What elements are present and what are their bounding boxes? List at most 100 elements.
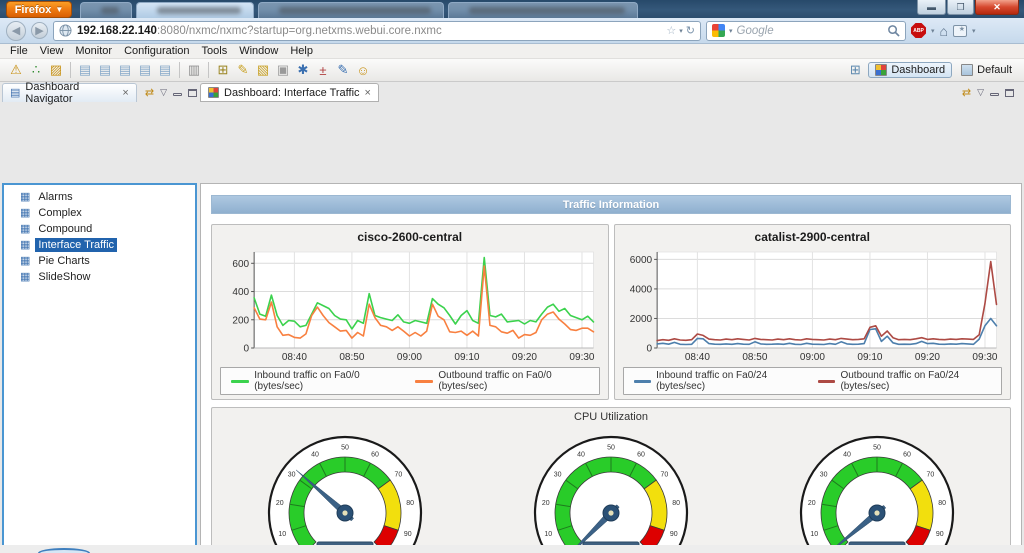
cpu-gauge[interactable]: 01020304050607080901002 xyxy=(777,427,977,553)
server-manager-icon[interactable]: ▥ xyxy=(187,62,201,77)
dashboard-icon: ▦ xyxy=(20,270,31,283)
svg-text:20: 20 xyxy=(808,500,816,507)
history-graph-icon-1[interactable]: ▤ xyxy=(78,62,92,77)
toolbar-separator xyxy=(70,62,71,78)
view-menu-icon[interactable]: ▽ xyxy=(977,87,984,97)
legend-label: Inbound traffic on Fa0/0 (bytes/sec) xyxy=(254,370,360,392)
cpu-gauge[interactable]: 01020304050607080901000 xyxy=(511,427,711,553)
menu-configuration[interactable]: Configuration xyxy=(124,45,190,57)
history-graph-icon-5[interactable]: ▤ xyxy=(158,62,172,77)
blurred-text xyxy=(469,7,625,14)
history-graph-icon-3[interactable]: ▤ xyxy=(118,62,132,77)
window-minimize-button[interactable]: ▬ xyxy=(917,0,946,15)
home-icon[interactable]: ⌂ xyxy=(939,22,948,39)
view-menu-icon[interactable]: ▽ xyxy=(160,87,167,97)
alarm-viewer-icon[interactable]: ⚠ xyxy=(10,62,22,77)
sidebar-item-pie-charts[interactable]: ▦ Pie Charts xyxy=(4,253,195,269)
browser-tab-blurred[interactable] xyxy=(80,2,132,18)
svg-text:70: 70 xyxy=(660,472,668,479)
sidebar-item-label: Complex xyxy=(38,207,82,219)
legend-item: Inbound traffic on Fa0/24 (bytes/sec) xyxy=(633,370,800,392)
legend-item: Inbound traffic on Fa0/0 (bytes/sec) xyxy=(231,370,397,392)
maximize-view-icon[interactable] xyxy=(1005,88,1014,97)
cpu-panel-title: CPU Utilization xyxy=(574,411,648,423)
forward-button[interactable]: ▶ xyxy=(31,22,48,39)
user-edit-icon[interactable]: ☺ xyxy=(356,62,370,78)
history-graph-icon-4[interactable]: ▤ xyxy=(138,62,152,77)
reload-icon[interactable]: ↻ xyxy=(685,25,695,37)
sidebar-item-alarms[interactable]: ▦ Alarms xyxy=(4,189,195,205)
back-button[interactable]: ◀ xyxy=(6,20,26,41)
search-icon[interactable] xyxy=(887,24,900,37)
network-map-icon[interactable]: ⊞ xyxy=(217,62,229,77)
menu-tools[interactable]: Tools xyxy=(201,45,228,57)
sidebar-item-complex[interactable]: ▦ Complex xyxy=(4,205,195,221)
refresh-icon[interactable]: ⇄ xyxy=(961,87,972,99)
svg-text:20: 20 xyxy=(276,500,284,507)
perspective-dashboard-button[interactable]: Dashboard xyxy=(868,62,953,78)
sidebar-item-slideshow[interactable]: ▦ SlideShow xyxy=(4,269,195,285)
editor-tab-interface-traffic[interactable]: Dashboard: Interface Traffic × xyxy=(200,83,379,102)
search-engine-icon[interactable] xyxy=(712,24,725,37)
minimize-view-icon[interactable] xyxy=(173,92,182,96)
bookmark-star-icon[interactable]: ☆ xyxy=(666,25,677,37)
editor-tab-title: Dashboard: Interface Traffic xyxy=(224,86,360,99)
bookmarks-dropdown-icon[interactable]: ▾ xyxy=(971,27,976,35)
console-edit-icon[interactable]: ✎ xyxy=(337,62,349,77)
browser-tab-blurred[interactable] xyxy=(258,2,444,18)
cpu-gauge[interactable]: 010203040506070809010032 xyxy=(245,427,445,553)
perspective-default-button[interactable]: Default xyxy=(955,63,1018,77)
section-header-label: Traffic Information xyxy=(562,198,660,211)
svg-text:10: 10 xyxy=(810,531,818,538)
status-trim xyxy=(0,545,1024,553)
menu-file[interactable]: File xyxy=(10,45,28,57)
adjust-icon[interactable]: ± xyxy=(319,62,327,78)
package-icon[interactable]: ▧ xyxy=(256,62,270,77)
discovery-icon[interactable]: ✱ xyxy=(297,62,309,77)
sidebar-tab[interactable]: ▤ Dashboard Navigator × xyxy=(2,81,137,105)
svg-text:4000: 4000 xyxy=(629,284,652,295)
edit-note-icon[interactable]: ✎ xyxy=(237,62,249,77)
open-dashboard-icon[interactable]: ▨ xyxy=(49,62,63,77)
app-menu-bar: File View Monitor Configuration Tools Wi… xyxy=(0,44,1024,59)
menu-monitor[interactable]: Monitor xyxy=(75,45,113,57)
svg-text:08:50: 08:50 xyxy=(339,352,365,363)
chart-title: cisco-2600-central xyxy=(357,230,463,244)
chart-panel-catalyst: catalist-2900-central 0 2000 4000 6000 08:40… xyxy=(613,224,1011,400)
bookmarks-panel-icon[interactable] xyxy=(952,24,967,37)
history-graph-icon-2[interactable]: ▤ xyxy=(98,62,112,77)
sidebar-item-compound[interactable]: ▦ Compound xyxy=(4,221,195,237)
browser-tab-blurred[interactable] xyxy=(448,2,638,18)
gauge-catalyst: 010203040506070809010032 catalyst-2900-c… xyxy=(212,427,478,553)
menu-window[interactable]: Window xyxy=(239,45,279,57)
firefox-menu-button[interactable]: Firefox ▼ xyxy=(6,1,72,18)
object-browser-icon[interactable]: ∴ xyxy=(31,62,41,77)
svg-text:09:30: 09:30 xyxy=(972,352,998,363)
line-chart-catalyst[interactable]: 0 2000 4000 6000 08:40 08:50 09:00 09:10 09:20 09… xyxy=(623,246,1003,364)
adblock-icon[interactable]: ABP xyxy=(911,23,926,38)
browser-tab-blurred[interactable] xyxy=(136,2,254,18)
search-box[interactable]: ▾ Google xyxy=(706,20,906,41)
adblock-dropdown-icon[interactable]: ▾ xyxy=(931,27,935,35)
close-icon[interactable]: × xyxy=(364,86,371,99)
refresh-icon[interactable]: ⇄ xyxy=(144,87,155,99)
svg-text:60: 60 xyxy=(637,452,645,459)
window-controls: ▬ ❒ ✕ xyxy=(916,0,1019,15)
sidebar-item-interface-traffic[interactable]: ▦ Interface Traffic xyxy=(4,237,195,253)
menu-view[interactable]: View xyxy=(39,45,64,57)
maximize-view-icon[interactable] xyxy=(188,88,197,97)
url-bar[interactable]: 192.168.22.140:8080/nxmc/nxmc?startup=or… xyxy=(53,20,701,41)
copy-icon[interactable]: ▣ xyxy=(276,62,290,77)
window-maximize-button[interactable]: ❒ xyxy=(947,0,974,15)
menu-help[interactable]: Help xyxy=(290,45,313,57)
minimize-view-icon[interactable] xyxy=(990,92,999,96)
search-engine-dropdown-icon[interactable]: ▾ xyxy=(729,27,733,35)
window-close-button[interactable]: ✕ xyxy=(975,0,1019,15)
svg-text:90: 90 xyxy=(936,531,944,538)
open-perspective-icon[interactable]: ⊞ xyxy=(849,62,861,77)
line-chart-cisco[interactable]: 0 200 400 600 08:40 08:50 09:00 09:10 09:20 09:30 xyxy=(220,246,600,364)
close-icon[interactable]: × xyxy=(122,87,129,99)
charts-row: cisco-2600-central 0 200 400 600 08:40 08:50 0… xyxy=(211,224,1011,400)
url-dropdown-icon[interactable]: ▾ xyxy=(679,27,683,35)
